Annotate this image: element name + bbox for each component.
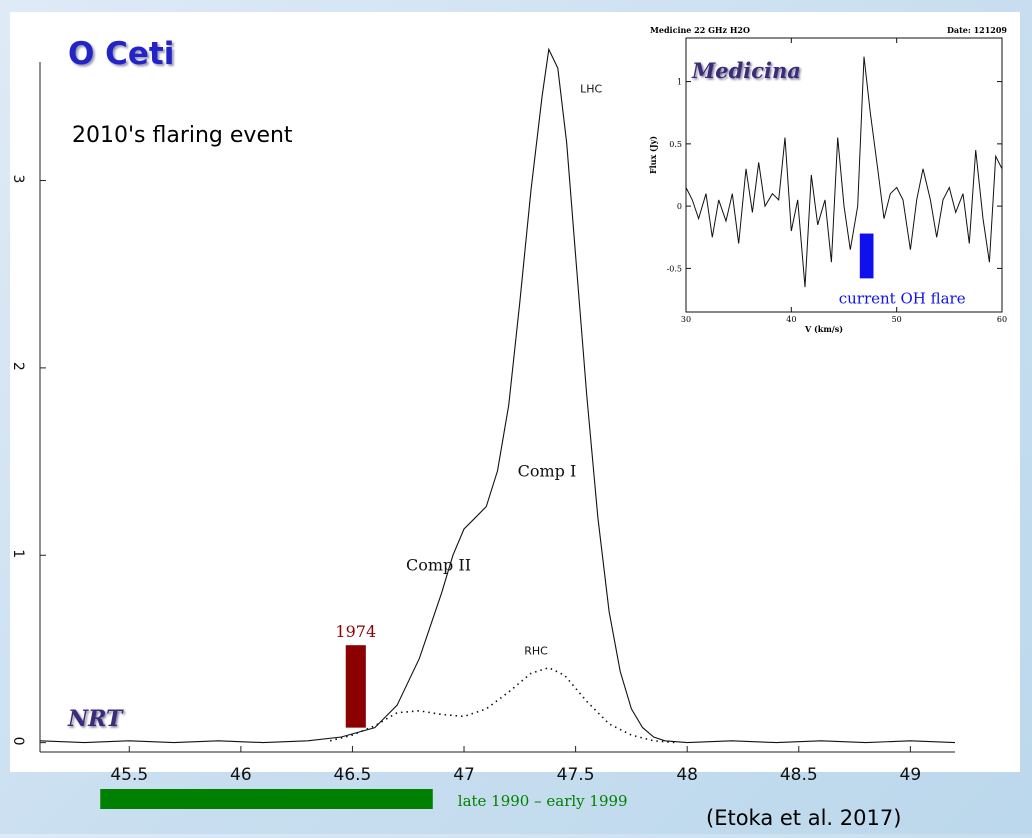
x-tick-label: 48.5 [780, 765, 818, 785]
citation: (Etoka et al. 2017) [706, 806, 901, 830]
label-comp-i: Comp I [518, 462, 577, 481]
inset-date: Date: 121209 [947, 25, 1007, 35]
label-late-1990: late 1990 – early 1999 [458, 792, 628, 810]
inset-y-tick-label: 1 [677, 78, 682, 87]
label-rhc: RHC [524, 645, 548, 658]
x-tick-label: 47 [453, 765, 475, 785]
inset-x-label: V (km/s) [804, 324, 843, 334]
bar-late-1990 [100, 789, 433, 809]
inset-x-tick-label: 30 [681, 315, 691, 324]
label-current-oh-flare: current OH flare [839, 290, 966, 308]
label-comp-ii: Comp II [406, 555, 471, 574]
inset-y-label: Flux (Jy) [648, 136, 658, 174]
inset-y-tick-label: -0.5 [667, 264, 682, 273]
inset-title: Medicine 22 GHz H2O [650, 25, 750, 35]
y-tick-label: 0 [10, 737, 26, 746]
below-axis-annotations: late 1990 – early 1999 [100, 789, 627, 810]
x-tick-label: 47.5 [557, 765, 595, 785]
nrt-logo: NRT [67, 706, 124, 732]
inset-y-tick-label: 0 [677, 202, 682, 211]
y-tick-label: 3 [10, 175, 26, 184]
x-tick-label: 48 [676, 765, 698, 785]
inset-plot: Medicine 22 GHz H2O Date: 121209 30 40 50 60 -… [648, 25, 1007, 334]
x-tick-label: 46.5 [334, 765, 372, 785]
inset-y-tick-label: 0.5 [669, 140, 682, 149]
slide-subtitle: 2010's flaring event [72, 123, 293, 148]
label-1974: 1974 [335, 622, 376, 641]
label-lhc: LHC [580, 82, 602, 95]
x-tick-label: 45.5 [110, 765, 148, 785]
bar-current-oh-flare [860, 234, 874, 279]
y-tick-label: 1 [10, 549, 26, 558]
inset-x-tick-label: 40 [786, 315, 796, 324]
x-tick-label: 46 [230, 765, 252, 785]
bar-1974 [346, 645, 366, 727]
slide-title: O Ceti [68, 36, 174, 72]
inset-x-tick-label: 50 [892, 315, 902, 324]
inset-x-tick-label: 60 [997, 315, 1007, 324]
medicina-logo: Medicina [691, 58, 801, 83]
x-tick-label: 49 [900, 765, 922, 785]
y-tick-label: 2 [10, 362, 26, 371]
